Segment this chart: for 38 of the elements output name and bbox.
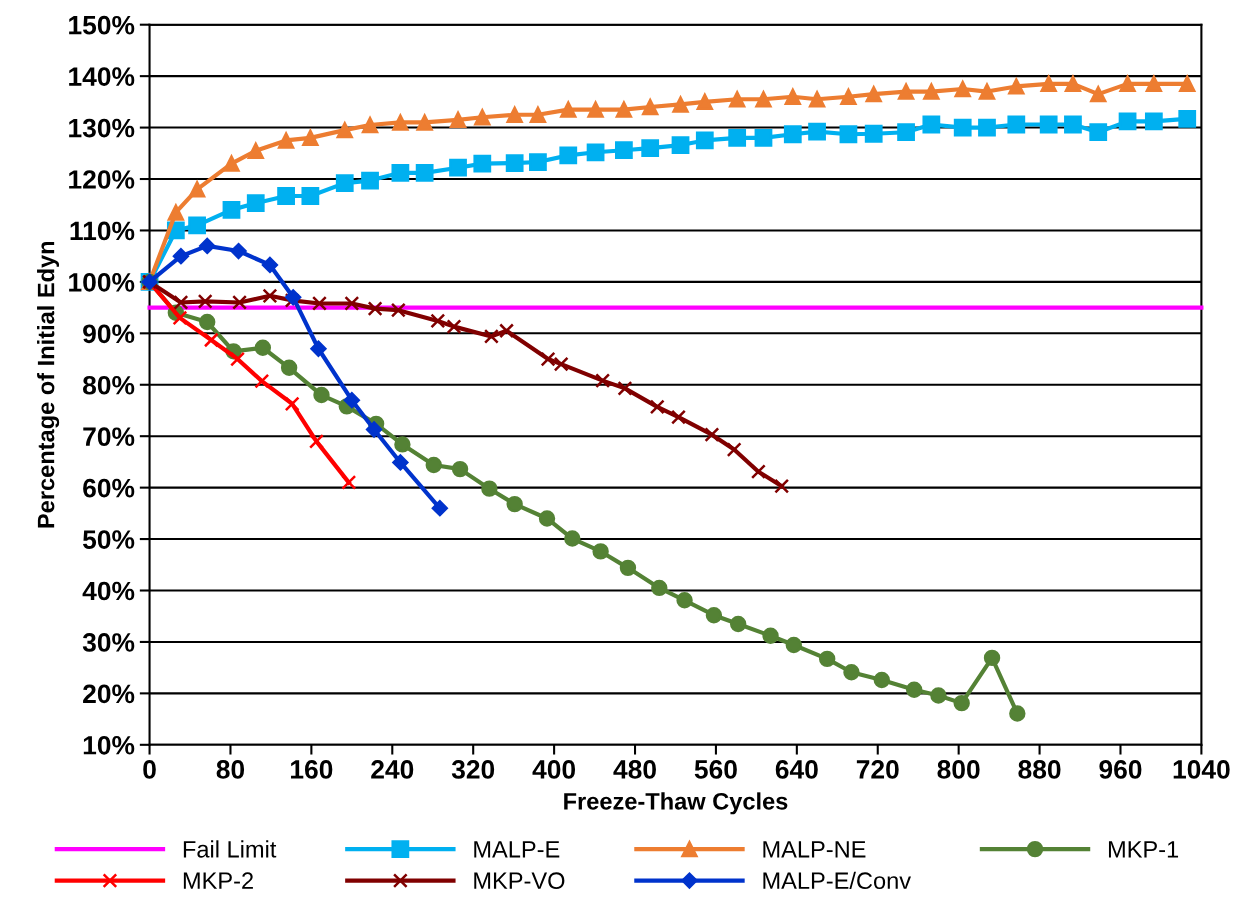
x-tick-label: 160 (291, 760, 333, 779)
y-tick-label: 10% (83, 735, 135, 755)
y-tick-label: 60% (83, 478, 135, 498)
y-tick-label: 90% (83, 324, 135, 344)
y-tick-label: 30% (82, 633, 135, 652)
legend-label: Fail Limit (183, 840, 277, 858)
y-tick-label: 150% (69, 15, 135, 35)
y-tick-label: 80% (82, 375, 135, 395)
legend-label: MALP-E (474, 841, 560, 858)
legend-label: MALP-NE (763, 841, 866, 858)
x-tick-label: 400 (532, 760, 576, 779)
x-tick-label: 720 (856, 760, 899, 779)
legend-label: MALP-E/Conv (763, 871, 911, 890)
x-tick-label: 560 (694, 760, 737, 779)
x-tick-label: 480 (613, 760, 656, 779)
x-tick-label: 800 (937, 760, 980, 779)
y-tick-label: 20% (83, 684, 135, 704)
x-tick-label: 80 (216, 760, 245, 779)
x-axis-title: Freeze-Thaw Cycles (564, 792, 788, 815)
x-tick-label: 880 (1018, 760, 1061, 779)
y-tick-label: 100% (69, 273, 135, 292)
y-tick-label: 120% (69, 170, 135, 189)
x-tick-label: 240 (371, 760, 414, 779)
x-tick-label: 960 (1099, 760, 1142, 779)
legend-label: MKP-1 (1108, 841, 1179, 858)
x-tick-label: 0 (143, 760, 156, 779)
y-tick-label: 140% (69, 67, 135, 86)
x-tick-label: 1040 (1173, 760, 1230, 779)
x-tick-label: 320 (451, 760, 495, 779)
y-tick-label: 50% (82, 530, 135, 549)
y-tick-label: 40% (82, 581, 135, 601)
y-axis-title: Percentage of Initial Edyn (37, 241, 60, 528)
y-tick-label: 130% (69, 118, 135, 138)
y-tick-label: 110% (70, 221, 135, 241)
y-tick-label: 70% (83, 427, 135, 447)
legend-label: MKP-2 (183, 872, 253, 889)
legend-label: MKP-VO (474, 872, 565, 890)
x-tick-label: 640 (775, 760, 818, 779)
